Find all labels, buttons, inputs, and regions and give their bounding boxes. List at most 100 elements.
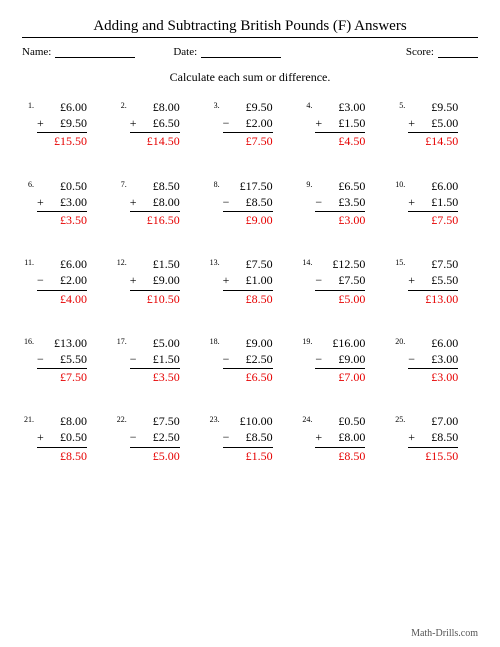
meta-row: Name: Date: Score:	[22, 46, 478, 58]
operand-b: £8.50	[246, 194, 273, 210]
operand-b: £1.50	[153, 351, 180, 367]
operator-row: −£3.50	[315, 194, 365, 212]
answer: £3.00	[315, 212, 365, 228]
operator: −	[37, 272, 46, 288]
answer: £7.00	[315, 369, 365, 385]
problem: 10.£6.00+£1.50£7.50	[393, 178, 478, 229]
problem: 21.£8.00+£0.50£8.50	[22, 413, 107, 464]
problem-number: 8.	[208, 178, 220, 189]
problem-number: 9.	[300, 178, 312, 189]
problem-number: 6.	[22, 178, 34, 189]
operand-b: £8.50	[431, 429, 458, 445]
answer: £15.50	[37, 133, 87, 149]
operand-a: £8.00	[37, 413, 87, 429]
operand-b: £7.50	[338, 272, 365, 288]
operator-row: −£5.50	[37, 351, 87, 369]
problem-number: 22.	[115, 413, 127, 424]
answer: £15.50	[408, 448, 458, 464]
answer: £8.50	[37, 448, 87, 464]
operand-a: £10.00	[223, 413, 273, 429]
problem-number: 10.	[393, 178, 405, 189]
problem: 18.£9.00−£2.50£6.50	[208, 335, 293, 386]
problem-stack: £12.50−£7.50£5.00	[315, 256, 365, 307]
operator-row: −£9.00	[315, 351, 365, 369]
operator-row: −£1.50	[130, 351, 180, 369]
answer: £7.50	[408, 212, 458, 228]
operator-row: −£8.50	[223, 429, 273, 447]
operand-a: £6.00	[408, 178, 458, 194]
operand-a: £5.00	[130, 335, 180, 351]
problem: 6.£0.50+£3.00£3.50	[22, 178, 107, 229]
operand-b: £1.50	[338, 115, 365, 131]
operand-b: £8.00	[153, 194, 180, 210]
operand-a: £7.00	[408, 413, 458, 429]
problem-number: 7.	[115, 178, 127, 189]
problem-stack: £6.00+£1.50£7.50	[408, 178, 458, 229]
operand-a: £6.00	[37, 99, 87, 115]
name-blank[interactable]	[55, 46, 135, 58]
operator-row: −£3.00	[408, 351, 458, 369]
operator-row: +£8.00	[130, 194, 180, 212]
operand-a: £16.00	[315, 335, 365, 351]
operand-b: £2.50	[153, 429, 180, 445]
score-blank[interactable]	[438, 46, 478, 58]
operator: +	[408, 115, 417, 131]
answer: £14.50	[408, 133, 458, 149]
operator: −	[223, 429, 232, 445]
answer: £9.00	[223, 212, 273, 228]
problem: 24.£0.50+£8.00£8.50	[300, 413, 385, 464]
operand-a: £1.50	[130, 256, 180, 272]
operator-row: + £5.50	[408, 272, 458, 290]
operator: +	[130, 115, 139, 131]
operator: −	[223, 351, 232, 367]
operand-a: £13.00	[37, 335, 87, 351]
operator: +	[37, 429, 46, 445]
problem-number: 15.	[393, 256, 405, 267]
operator-row: −£2.50	[130, 429, 180, 447]
problem: 17.£5.00−£1.50£3.50	[115, 335, 200, 386]
operand-b: £5.50	[431, 272, 458, 288]
operator: −	[130, 351, 139, 367]
operand-b: £1.50	[431, 194, 458, 210]
problem-grid: 1.£6.00+£9.50£15.502.£8.00+£6.50£14.503.…	[22, 99, 478, 464]
problem-stack: £9.00−£2.50£6.50	[223, 335, 273, 386]
problem: 16.£13.00−£5.50£7.50	[22, 335, 107, 386]
operand-a: £6.50	[315, 178, 365, 194]
problem: 23.£10.00−£8.50£1.50	[208, 413, 293, 464]
operator-row: +£1.00	[223, 272, 273, 290]
answer: £6.50	[223, 369, 273, 385]
answer: £16.50	[130, 212, 180, 228]
title-rule	[22, 37, 478, 38]
score-field: Score:	[406, 46, 478, 58]
operator-row: −£2.00	[223, 115, 273, 133]
answer: £3.00	[408, 369, 458, 385]
problem-stack: £8.00+£0.50£8.50	[37, 413, 87, 464]
operator: +	[408, 272, 417, 288]
name-field: Name:	[22, 46, 135, 58]
problem-number: 19.	[300, 335, 312, 346]
operator: −	[223, 115, 232, 131]
problem-number: 17.	[115, 335, 127, 346]
problem: 5.£9.50+£5.00£14.50	[393, 99, 478, 150]
operator-row: −£2.50	[223, 351, 273, 369]
operator-row: +£1.50	[408, 194, 458, 212]
date-blank[interactable]	[201, 46, 281, 58]
problem: 20.£6.00−£3.00£3.00	[393, 335, 478, 386]
problem-number: 14.	[300, 256, 312, 267]
problem: 22.£7.50−£2.50£5.00	[115, 413, 200, 464]
problem-stack: £13.00−£5.50£7.50	[37, 335, 87, 386]
problem-stack: £9.50+£5.00£14.50	[408, 99, 458, 150]
problem-stack: £17.50−£8.50£9.00	[223, 178, 273, 229]
operator-row: +£5.00	[408, 115, 458, 133]
problem: 15.£7.50+£5.50£13.00	[393, 256, 478, 307]
problem: 8.£17.50−£8.50£9.00	[208, 178, 293, 229]
problem-stack: £7.50+£5.50£13.00	[408, 256, 458, 307]
operand-a: £7.50	[223, 256, 273, 272]
operator: −	[130, 429, 139, 445]
problem-number: 16.	[22, 335, 34, 346]
problem-number: 2.	[115, 99, 127, 110]
operand-b: £2.00	[246, 115, 273, 131]
problem: 12.£1.50+£9.00£10.50	[115, 256, 200, 307]
answer: £3.50	[130, 369, 180, 385]
score-label: Score:	[406, 46, 434, 58]
